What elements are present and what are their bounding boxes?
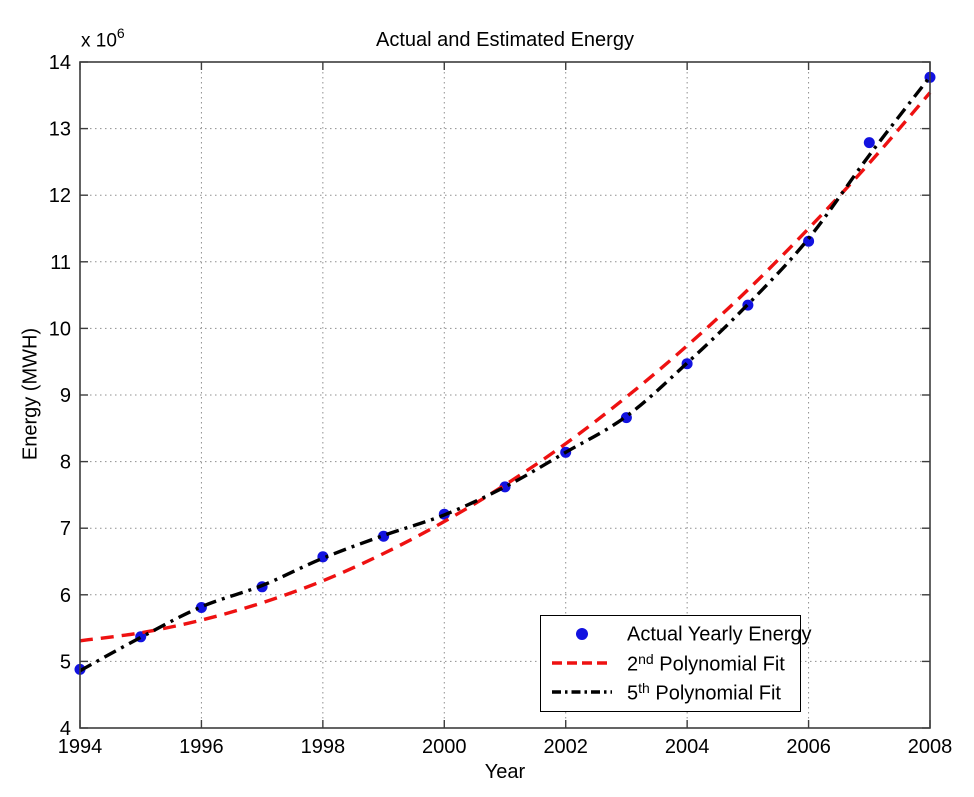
y-axis-multiplier: x 106: [81, 25, 125, 52]
dash-dot-line-icon: [552, 690, 612, 695]
legend-label-actual: Actual Yearly Energy: [627, 623, 812, 646]
svg-text:8: 8: [60, 452, 71, 474]
svg-text:2004: 2004: [665, 736, 710, 758]
gridlines: [80, 62, 930, 728]
svg-text:2008: 2008: [908, 736, 953, 758]
legend-label-fit2: 2nd Polynomial Fit: [627, 650, 785, 676]
svg-text:11: 11: [50, 252, 71, 274]
series-line-2: [79, 75, 932, 673]
legend-item-actual: Actual Yearly Energy: [541, 619, 812, 648]
svg-text:10: 10: [49, 318, 71, 340]
legend: Actual Yearly Energy 2nd Polynomial Fit …: [540, 615, 812, 712]
svg-text:5: 5: [60, 651, 71, 673]
svg-text:2006: 2006: [786, 736, 831, 758]
svg-text:6: 6: [60, 585, 71, 607]
y-axis-multiplier-exponent: 6: [116, 25, 125, 41]
legend-item-fit5: 5th Polynomial Fit: [541, 678, 800, 707]
x-axis-label: Year: [484, 761, 526, 783]
y-axis-label: Energy (MWH): [19, 327, 42, 461]
y-axis-multiplier-base: x 10: [81, 30, 117, 52]
svg-text:13: 13: [49, 119, 71, 141]
plot-border: [79, 61, 931, 729]
svg-text:7: 7: [60, 518, 71, 540]
scatter-marker-icon: [576, 627, 588, 640]
svg-text:14: 14: [49, 52, 71, 74]
legend-item-fit2: 2nd Polynomial Fit: [541, 648, 800, 677]
svg-text:2000: 2000: [422, 736, 467, 758]
svg-text:1994: 1994: [58, 736, 103, 758]
series-line-1: [79, 91, 932, 643]
x-tick-labels: 1994 1996 1998 2000 2002 2004 2006 2008: [58, 736, 953, 758]
svg-text:2002: 2002: [543, 736, 588, 758]
svg-text:1998: 1998: [301, 736, 346, 758]
dashed-line-icon: [552, 661, 612, 665]
legend-label-fit5: 5th Polynomial Fit: [627, 679, 781, 705]
series-actual-markers: [74, 71, 936, 675]
chart-title: Actual and Estimated Energy: [376, 29, 634, 51]
svg-text:1996: 1996: [179, 736, 224, 758]
svg-text:9: 9: [60, 385, 71, 407]
svg-text:4: 4: [60, 718, 71, 740]
svg-text:12: 12: [49, 185, 71, 207]
y-tick-labels: 4 5 6 7 8 9 10 11 12 13 14: [49, 52, 71, 740]
